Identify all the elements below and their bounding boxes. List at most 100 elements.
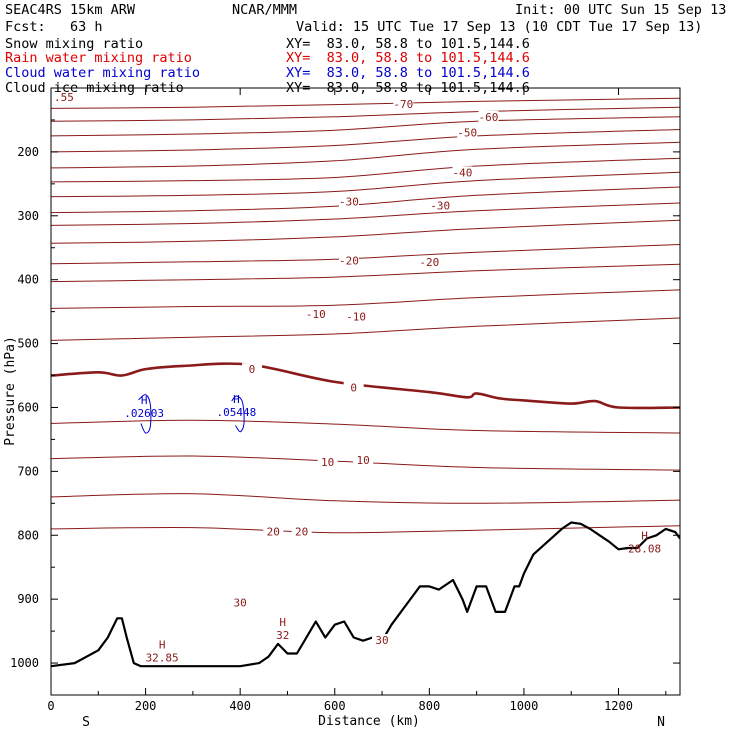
extremum-value: 32.85 xyxy=(146,651,179,664)
y-tick-label: 500 xyxy=(17,337,39,351)
y-tick-label: 900 xyxy=(17,592,39,606)
cloud-water-contour xyxy=(138,394,152,434)
contour-label-bg xyxy=(393,97,414,110)
contour-label: -30 xyxy=(430,200,450,213)
y-tick-label: 600 xyxy=(17,400,39,414)
cloud-water-contour xyxy=(231,395,245,433)
forecast-hour: Fcst: 63 h xyxy=(5,19,103,35)
contour-label-bg xyxy=(317,455,338,468)
contour-label: 20 xyxy=(267,525,280,538)
extremum-marker: H xyxy=(233,393,240,406)
contour-label: -60 xyxy=(479,111,499,124)
valid-time: Valid: 15 UTC Tue 17 Sep 13 (10 CDT Tue … xyxy=(296,19,703,35)
contour-label: -40 xyxy=(453,166,473,179)
temperature-contour xyxy=(51,129,680,153)
contour-label: 10 xyxy=(357,454,370,467)
extremum-value: 28.08 xyxy=(628,543,661,556)
extremum-marker: H xyxy=(141,394,148,407)
x-tick-label: 200 xyxy=(135,699,157,713)
y-axis-label: Pressure (hPa) xyxy=(3,336,18,446)
x-tick-label: 1000 xyxy=(509,699,538,713)
temperature-contour xyxy=(51,157,680,183)
y-tick-label: 400 xyxy=(17,273,39,287)
plot-frame xyxy=(50,87,681,696)
contour-label-bg xyxy=(263,525,284,538)
contour-label: 0 xyxy=(350,382,357,395)
field-xy-cloud-water: XY= 83.0, 58.8 to 101.5,144.6 xyxy=(286,65,530,81)
extremum-value: .02603 xyxy=(124,407,164,420)
temperature-contour xyxy=(51,263,680,283)
field-xy-rain: XY= 83.0, 58.8 to 101.5,144.6 xyxy=(286,50,530,66)
model-title: SEAC4RS 15km ARW xyxy=(5,2,136,18)
extremum-value: .05448 xyxy=(217,406,257,419)
y-tick-label: 200 xyxy=(17,145,39,159)
contour-label: -50 xyxy=(457,127,477,140)
temperature-contour xyxy=(51,493,680,504)
contour-label-bg xyxy=(291,525,312,538)
temperature-contour xyxy=(51,289,680,309)
corner-label: .55 xyxy=(54,91,74,104)
contour-label-bg xyxy=(372,634,393,647)
contour-label-bg xyxy=(241,363,262,376)
temperature-contour xyxy=(51,141,680,169)
x-tick-label: 800 xyxy=(419,699,441,713)
contour-label: -30 xyxy=(339,196,359,209)
y-tick-label: 1000 xyxy=(10,656,39,670)
contour-label: -10 xyxy=(346,311,366,324)
y-tick-label: 300 xyxy=(17,209,39,223)
contour-label-bg xyxy=(457,126,478,139)
temperature-contour xyxy=(51,419,680,434)
contour-label: 0 xyxy=(249,363,256,376)
y-tick-label: 800 xyxy=(17,528,39,542)
extremum-value: 32 xyxy=(276,629,289,642)
contour-label-bg xyxy=(452,166,473,179)
temperature-contour xyxy=(51,455,680,471)
temperature-contour xyxy=(51,106,680,122)
contour-label-bg xyxy=(353,453,374,466)
contour-label: -20 xyxy=(339,255,359,268)
contour-label-bg xyxy=(343,381,364,394)
x-tick-label: 600 xyxy=(324,699,346,713)
contour-label: 20 xyxy=(295,525,308,538)
x-tick-label: 1200 xyxy=(604,699,633,713)
x-tick-label: 0 xyxy=(47,699,54,713)
endpoint-left: S xyxy=(82,715,90,730)
temperature-contour xyxy=(51,362,680,410)
field-label-cloud-water: Cloud water mixing ratio xyxy=(5,65,201,81)
contour-label: -70 xyxy=(393,98,413,111)
temperature-contour xyxy=(51,525,680,534)
contour-label: -10 xyxy=(306,308,326,321)
temperature-contour xyxy=(51,244,680,265)
temperature-contour xyxy=(51,219,680,244)
init-time: Init: 00 UTC Sun 15 Sep 13 xyxy=(515,2,727,18)
contour-label-bg xyxy=(478,110,499,123)
endpoint-right: N xyxy=(657,715,665,730)
contour-label-bg xyxy=(430,199,451,212)
extremum-marker: H xyxy=(641,530,648,543)
extremum-marker: H xyxy=(279,616,286,629)
contour-label: -20 xyxy=(419,256,439,269)
temperature-contour xyxy=(51,202,680,226)
y-tick-label: 700 xyxy=(17,464,39,478)
extremum-marker: H xyxy=(159,638,166,651)
contour-label: 10 xyxy=(321,456,334,469)
field-label-snow: Snow mixing ratio xyxy=(5,36,144,52)
contour-label-bg xyxy=(230,596,251,609)
center-title: NCAR/MMM xyxy=(232,2,298,18)
contour-label-bg xyxy=(305,308,326,321)
contour-label-bg xyxy=(338,254,359,267)
temperature-contour xyxy=(51,317,680,341)
x-tick-label: 400 xyxy=(229,699,251,713)
contour-label: 30 xyxy=(375,634,388,647)
temperature-contour xyxy=(51,97,680,109)
contour-label: 30 xyxy=(234,596,247,609)
terrain-line xyxy=(51,521,680,668)
field-label-rain: Rain water mixing ratio xyxy=(5,50,192,66)
temperature-contour xyxy=(51,116,680,137)
x-axis-label: Distance (km) xyxy=(318,714,420,729)
field-xy-snow: XY= 83.0, 58.8 to 101.5,144.6 xyxy=(286,36,530,52)
contour-label-bg xyxy=(419,255,440,268)
contour-label-bg xyxy=(346,310,367,323)
contour-label-bg xyxy=(338,195,359,208)
